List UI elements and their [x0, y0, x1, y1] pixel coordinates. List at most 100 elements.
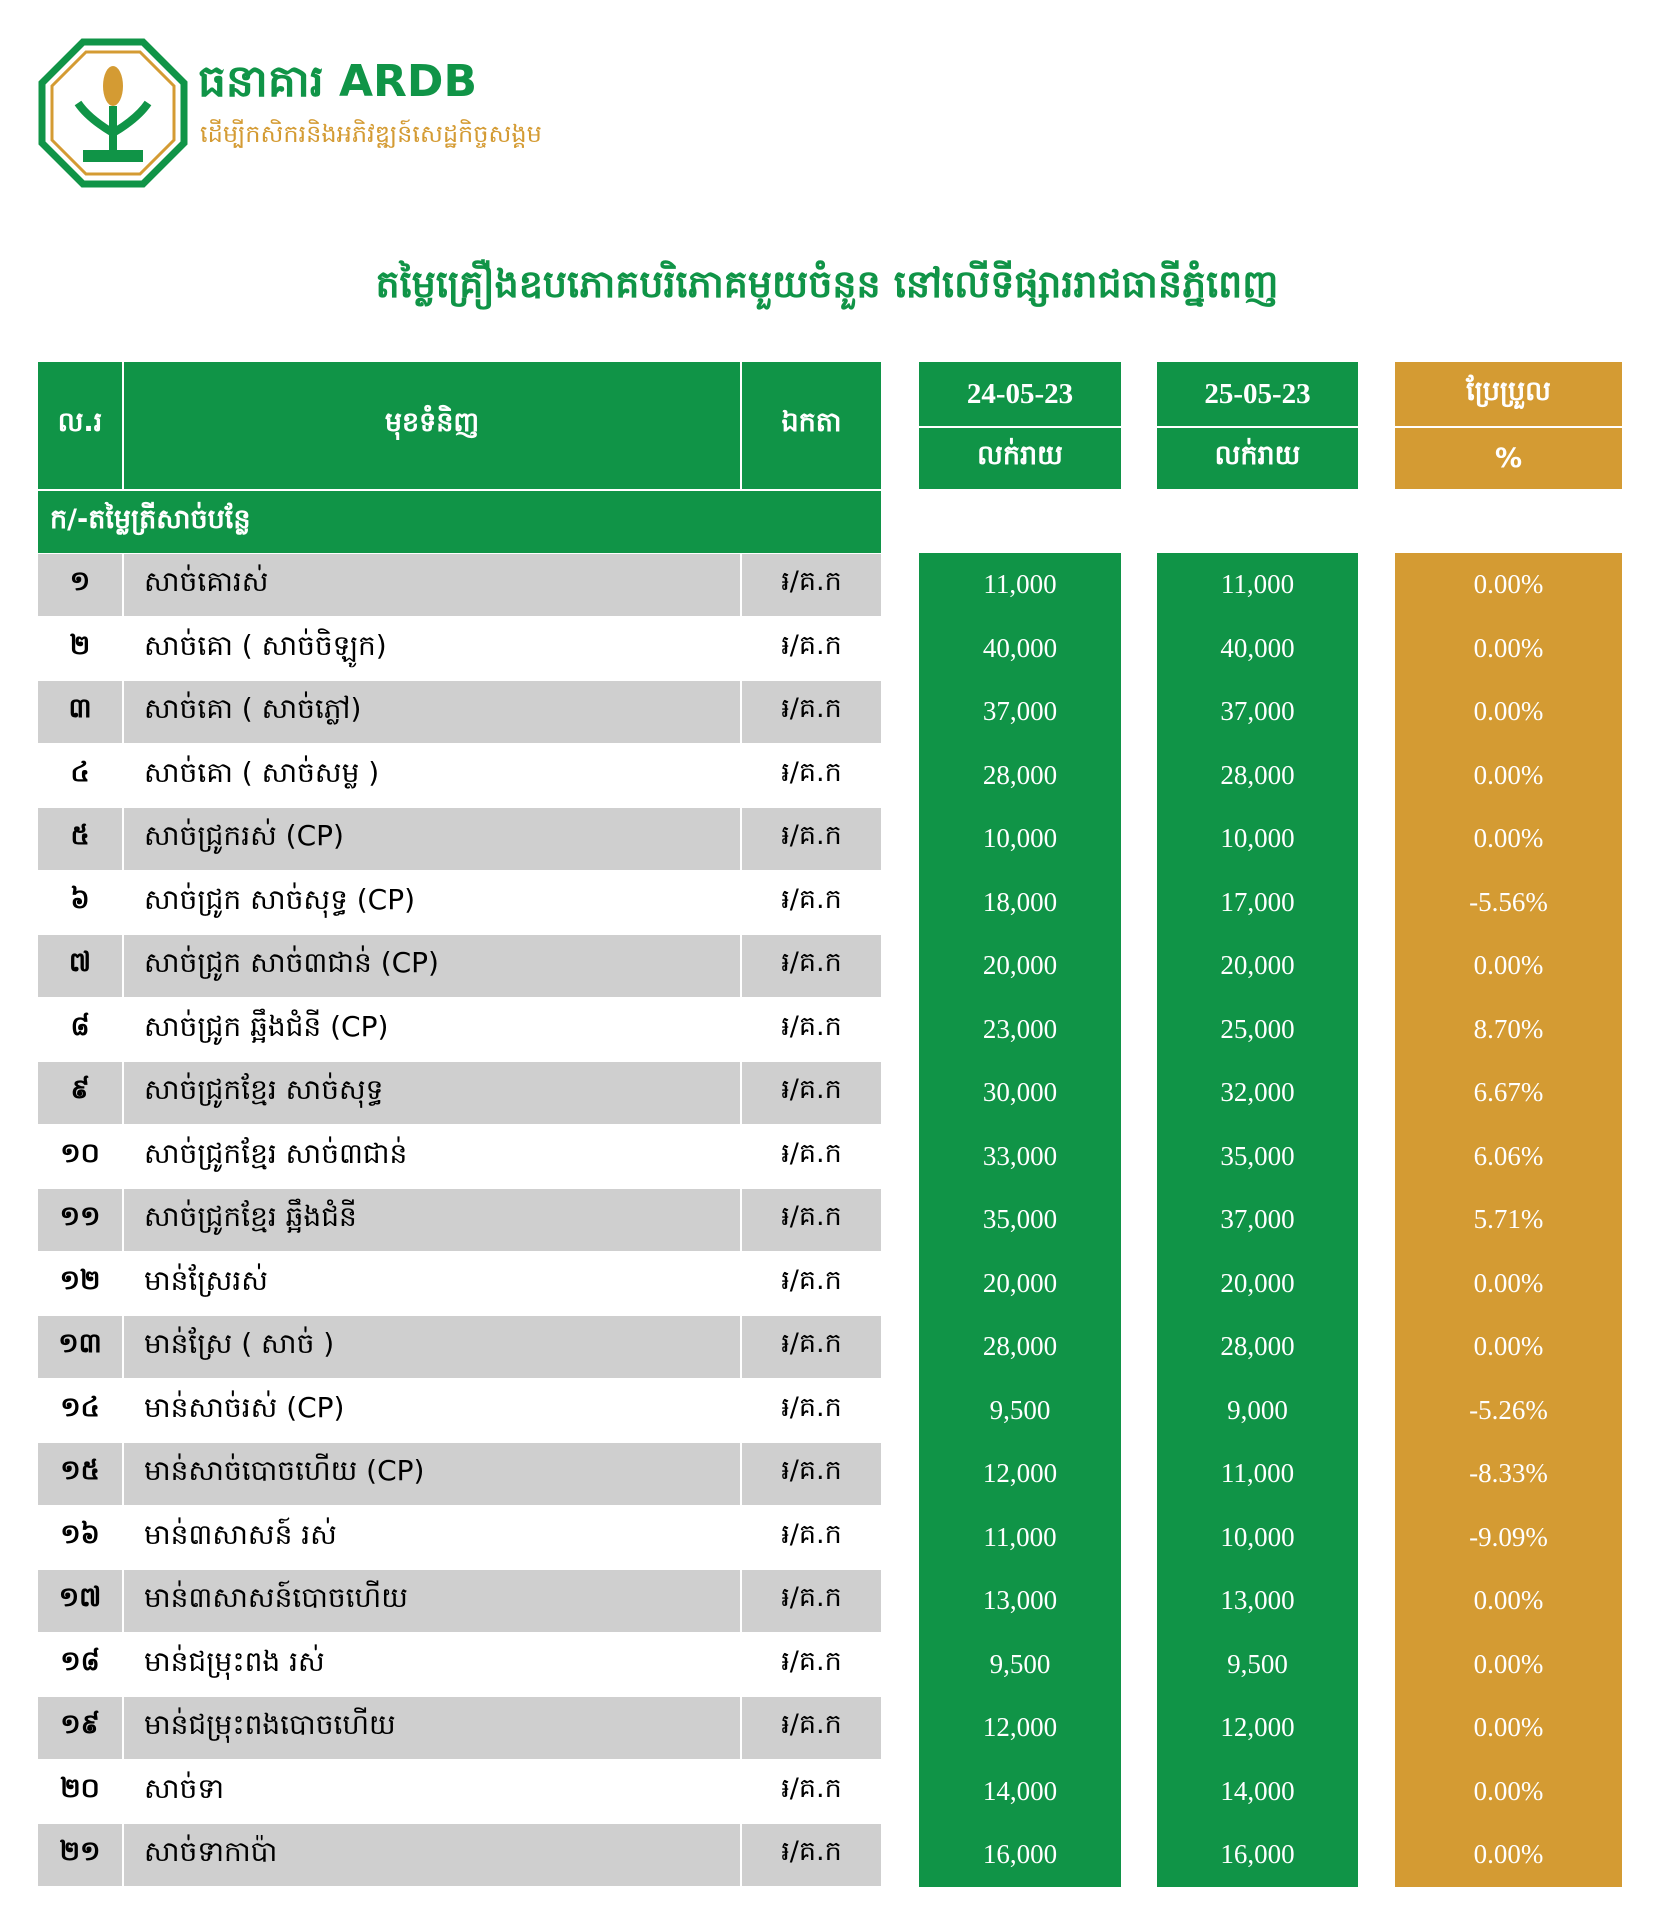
slogan: ដើម្បីកសិករនិងអភិវឌ្ឍន៍សេដ្ឋកិច្ចសង្គម — [200, 119, 542, 148]
item-name: សាច់គោ ( សាច់សម្ល ) — [124, 744, 742, 806]
change-pct: 0.00% — [1473, 823, 1544, 854]
price-curr: 40,000 — [1220, 632, 1295, 663]
unit: ៛/គ.ក — [742, 554, 881, 616]
item-name: មាន់ជម្រុះពងបោចហើយ — [124, 1697, 742, 1759]
item-name: សាច់ជ្រូករស់ (CP) — [124, 808, 742, 870]
price-curr: 35,000 — [1220, 1140, 1295, 1171]
unit: ៛/គ.ក — [742, 1824, 881, 1886]
unit: ៛/គ.ក — [742, 1379, 881, 1441]
price-prev: 20,000 — [982, 950, 1058, 981]
item-name: សាច់ជ្រូក ឆ្អឹងជំនី (CP) — [124, 998, 742, 1060]
price-curr: 9,500 — [1227, 1648, 1288, 1679]
item-name: មាន់សាច់បោចហើយ (CP) — [124, 1443, 742, 1505]
change-pct: 0.00% — [1473, 1839, 1544, 1870]
price-curr: 20,000 — [1220, 950, 1295, 981]
price-prev: 28,000 — [982, 1331, 1058, 1362]
row-number: ៦ — [38, 871, 124, 933]
price-prev: 12,000 — [982, 1712, 1058, 1743]
change-pct: 0.00% — [1473, 950, 1544, 981]
row-number: ១១ — [38, 1189, 124, 1251]
price-curr: 17,000 — [1220, 886, 1295, 917]
change-pct: 8.70% — [1473, 1013, 1544, 1044]
unit: ៛/គ.ក — [742, 1570, 881, 1632]
sub-column-header: លក់រាយ — [919, 428, 1121, 489]
price-prev: 35,000 — [982, 1204, 1058, 1235]
price-prev: 12,000 — [982, 1458, 1058, 1489]
price-prev: 16,000 — [982, 1839, 1058, 1870]
column-background — [1395, 553, 1622, 1887]
row-number: ៧ — [38, 935, 124, 997]
change-pct: 0.00% — [1473, 1712, 1544, 1743]
unit: ៛/គ.ក — [742, 1252, 881, 1314]
unit: ៛/គ.ក — [742, 1189, 881, 1251]
logo — [38, 38, 188, 188]
column-header: 25-05-23 — [1157, 362, 1358, 426]
change-pct: 0.00% — [1473, 569, 1544, 600]
item-name: មាន់៣សាសន៍បោចហើយ — [124, 1570, 742, 1632]
row-number: ១៦ — [38, 1506, 124, 1568]
row-number: ១៥ — [38, 1443, 124, 1505]
change-pct: 0.00% — [1473, 632, 1544, 663]
row-number: ១៨ — [38, 1633, 124, 1695]
column-header: ប្រែប្រួល — [1395, 362, 1622, 426]
change-pct: 0.00% — [1473, 1775, 1544, 1806]
row-number: ៤ — [38, 744, 124, 806]
item-name: សាច់គោ ( សាច់ចិឡូក) — [124, 617, 742, 679]
unit: ៛/គ.ក — [742, 1633, 881, 1695]
row-number: ៩ — [38, 1062, 124, 1124]
change-pct: 0.00% — [1473, 696, 1544, 727]
price-curr: 9,000 — [1227, 1394, 1288, 1425]
change-pct: -5.56% — [1469, 886, 1548, 917]
price-prev: 33,000 — [982, 1140, 1058, 1171]
item-name: សាច់ទាកាប៉ា — [124, 1824, 742, 1886]
price-curr: 12,000 — [1220, 1712, 1295, 1743]
item-name: សាច់ជ្រូក សាច់៣ជាន់ (CP) — [124, 935, 742, 997]
item-name: សាច់ជ្រូកខ្មែរ សាច់៣ជាន់ — [124, 1125, 742, 1187]
sub-column-header: លក់រាយ — [1157, 428, 1358, 489]
price-prev: 10,000 — [982, 823, 1058, 854]
price-curr: 28,000 — [1220, 1331, 1295, 1362]
price-prev: 13,000 — [982, 1585, 1058, 1616]
unit: ៛/គ.ក — [742, 681, 881, 743]
unit: ៛/គ.ក — [742, 1697, 881, 1759]
item-name: សាច់គោរស់ — [124, 554, 742, 616]
price-curr: 13,000 — [1220, 1585, 1295, 1616]
price-prev: 9,500 — [989, 1394, 1051, 1425]
section-row: ក/-តម្លៃត្រីសាច់បន្លែ — [38, 491, 881, 553]
price-prev: 14,000 — [982, 1775, 1058, 1806]
price-prev: 40,000 — [982, 632, 1058, 663]
unit: ៛/គ.ក — [742, 1062, 881, 1124]
item-name: មាន់ស្រែរស់ — [124, 1252, 742, 1314]
item-name: មាន់៣សាសន៍ រស់ — [124, 1506, 742, 1568]
price-prev: 11,000 — [983, 1521, 1057, 1552]
unit: ៛/គ.ក — [742, 1760, 881, 1822]
row-number: ៣ — [38, 681, 124, 743]
price-curr: 37,000 — [1220, 1204, 1295, 1235]
item-name: សាច់ជ្រូកខ្មែរ សាច់សុទ្ធ — [124, 1062, 742, 1124]
item-name: មាន់សាច់រស់ (CP) — [124, 1379, 742, 1441]
page-title: តម្លៃគ្រឿងឧបភោគបរិភោគមួយចំនួន នៅលើទីផ្សា… — [375, 262, 1279, 306]
unit: ៛/គ.ក — [742, 808, 881, 870]
item-name: សាច់គោ ( សាច់ភ្លៅ) — [124, 681, 742, 743]
unit: ៛/គ.ក — [742, 1443, 881, 1505]
price-curr: 32,000 — [1220, 1077, 1295, 1108]
row-number: ១៤ — [38, 1379, 124, 1441]
item-name: មាន់ស្រែ ( សាច់ ) — [124, 1316, 742, 1378]
price-curr: 11,000 — [1220, 1458, 1295, 1489]
unit: ៛/គ.ក — [742, 1125, 881, 1187]
change-pct: -9.09% — [1469, 1521, 1548, 1552]
row-number: ១២ — [38, 1252, 124, 1314]
price-prev: 11,000 — [983, 569, 1057, 600]
column-header: ឯកតា — [742, 362, 881, 489]
price-curr: 37,000 — [1220, 696, 1295, 727]
row-number: ២០ — [38, 1760, 124, 1822]
change-pct: 0.00% — [1473, 1331, 1544, 1362]
change-pct: -8.33% — [1469, 1458, 1548, 1489]
item-name: មាន់ជម្រុះពង រស់ — [124, 1633, 742, 1695]
column-header: ល.រ — [38, 362, 124, 489]
row-number: ២១ — [38, 1824, 124, 1886]
price-curr: 10,000 — [1220, 823, 1295, 854]
row-number: ១០ — [38, 1125, 124, 1187]
unit: ៛/គ.ក — [742, 617, 881, 679]
